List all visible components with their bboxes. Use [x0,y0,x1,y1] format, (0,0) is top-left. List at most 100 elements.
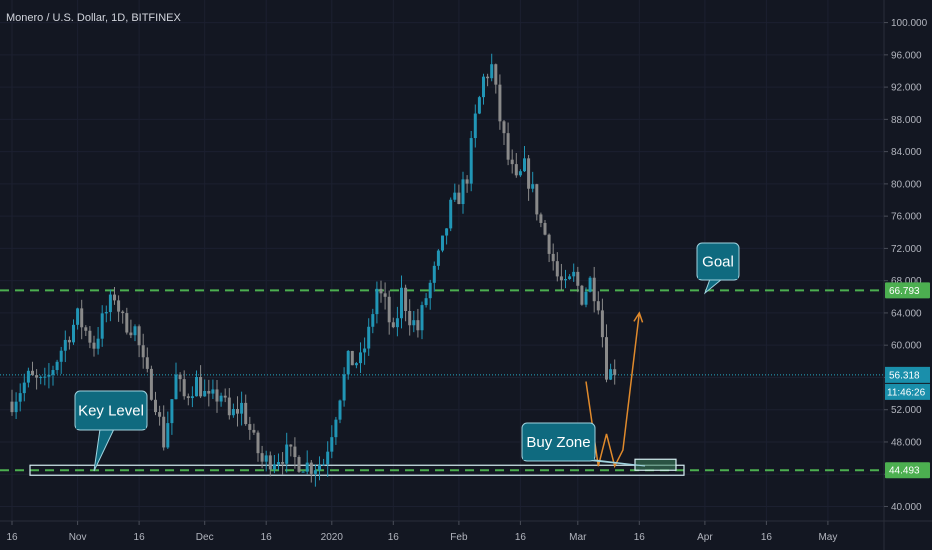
candle-body [547,234,551,254]
last-price-label: 56.318 [889,370,920,381]
candle-body [600,310,604,338]
candle-body [379,288,383,294]
candle-body [559,276,563,281]
candle-body [576,271,580,286]
y-tick-label: 84.000 [891,147,922,158]
candle-body [449,199,453,229]
candle-body [158,412,162,417]
candle-body [506,133,510,160]
candle-body [326,451,330,465]
y-tick-label: 76.000 [891,212,922,223]
candle-body [26,370,30,383]
time-axis[interactable]: 16 Nov 16 Dec 16 2020 16 Feb 16 Mar 16 Apr 16 May [0,520,932,543]
key-level-callout-label: Key Level [78,403,144,420]
buy-zone-box [634,458,677,471]
candle-body [613,369,617,375]
candle-body [322,464,326,466]
candle-body [580,285,584,305]
buy-zone-callout-label: Buy Zone [526,434,590,451]
price-axis[interactable]: 100.000 96.000 92.000 88.000 84.000 80.000 76.… [883,0,930,550]
candle-body [568,276,572,280]
grid [0,0,884,521]
buy-zone-callout-box [521,422,596,462]
key-level-callout[interactable]: Key Level [74,390,148,472]
candle-body [186,396,190,399]
candle-body [141,345,145,358]
candle-body [518,171,522,176]
candle-body [551,253,555,262]
candle-body [359,352,362,364]
candle-body [125,313,129,333]
callouts[interactable]: Goal Key Level Buy Zone [74,242,740,472]
candle-body [145,357,149,369]
x-tick-label: 16 [261,532,273,543]
candle-body [408,311,412,326]
candle-body [178,374,182,380]
candle-body [51,370,55,375]
candle-body [330,437,334,452]
candle-body [129,332,133,336]
candle-body [346,350,350,375]
candle-body [211,389,215,394]
y-tick-label: 64.000 [891,308,922,319]
candle-body [182,379,186,397]
candle-body [108,294,112,313]
candle-body [395,318,399,328]
y-tick-label: 52.000 [891,405,922,416]
candle-body [457,192,461,205]
key-level-callout-seam [76,422,146,429]
candle-body [43,376,47,378]
candle-body [375,288,379,315]
candle-body [424,298,428,306]
candle-body [400,287,403,319]
x-tick-label: 2020 [321,532,344,543]
x-tick-label: 16 [6,532,18,543]
candles [10,53,617,487]
candle-body [543,222,547,235]
candle-body [84,327,88,331]
candle-body [240,402,244,414]
goal-callout[interactable]: Goal [696,242,740,295]
candle-body [55,361,59,371]
candle-body [490,64,494,79]
candle-body [260,453,264,462]
candle-body [609,369,613,380]
candle-body [371,314,375,327]
candle-body [605,337,608,380]
candle-body [59,350,63,362]
candle-body [584,291,588,305]
candle-body [416,320,420,331]
candle-body [207,390,211,394]
candle-body [236,409,239,414]
candle-body [461,179,465,205]
candle-body [502,121,506,134]
candle-body [453,192,457,200]
candle-body [174,374,178,400]
candle-body [219,395,223,402]
buy-zone-callout-seam [523,453,594,460]
goal-callout-seam [698,272,738,279]
candle-body [76,308,80,325]
candle-body [190,396,194,399]
candle-body [14,401,18,413]
candle-body [149,368,153,400]
candle-body [297,457,301,472]
candle-body [473,113,477,139]
candle-body [113,294,116,301]
candle-body [494,64,498,85]
candle-body [592,277,596,302]
x-tick-label: Apr [697,532,713,543]
horizontal-levels[interactable] [0,289,884,472]
candle-body [432,265,436,283]
y-tick-label: 48.000 [891,437,922,448]
x-tick-label: Nov [69,532,87,543]
projection-path[interactable] [585,311,644,469]
candle-body [195,376,198,397]
y-tick-label: 80.000 [891,179,922,190]
candle-body [367,326,371,349]
goal-callout-box [696,242,740,281]
buy-zone-callout[interactable]: Buy Zone [521,422,646,467]
candle-body [67,339,71,343]
